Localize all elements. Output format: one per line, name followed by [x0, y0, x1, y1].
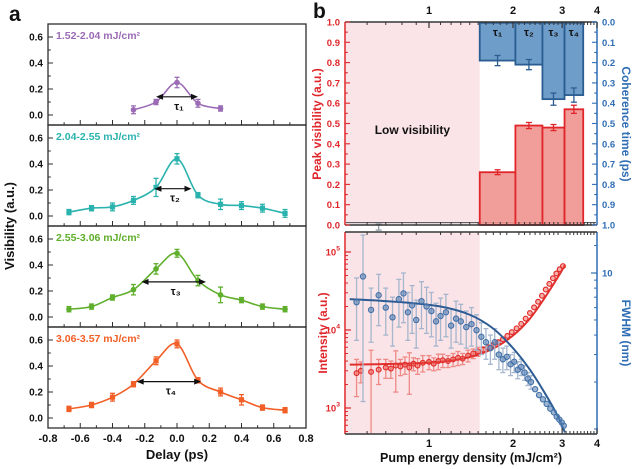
svg-text:4: 4	[594, 438, 601, 450]
svg-text:τ₃: τ₃	[171, 286, 181, 298]
panel-a-subplot-1: 0.0 0.2 0.4 0.6 τ₁ 1.52-2.04 mJ/cm²	[29, 23, 307, 126]
svg-text:0.8: 0.8	[327, 58, 340, 69]
panel-a-label: a	[9, 3, 21, 26]
svg-text:1: 1	[426, 438, 432, 450]
panel-a-subplot-3: 0.0 0.2 0.4 0.6 τ₃ 2.55-3.06 mJ/cm²	[29, 225, 307, 328]
panel-b-label: b	[313, 0, 326, 23]
svg-text:0.1: 0.1	[602, 38, 616, 49]
svg-text:0.6: 0.6	[29, 336, 43, 347]
svg-text:2.55-3.06 mJ/cm²: 2.55-3.06 mJ/cm²	[56, 232, 141, 244]
svg-text:0.2: 0.2	[29, 186, 43, 197]
svg-text:Pump energy density (mJ/cm²): Pump energy density (mJ/cm²)	[380, 451, 562, 465]
svg-text:τ₁: τ₁	[174, 101, 184, 113]
svg-text:Visibility (a.u.): Visibility (a.u.)	[2, 182, 17, 270]
svg-text:τ₄: τ₄	[166, 386, 176, 398]
svg-text:0.4: 0.4	[29, 59, 43, 70]
svg-text:0.6: 0.6	[266, 433, 281, 445]
svg-text:FWHM (nm): FWHM (nm)	[619, 300, 633, 367]
svg-text:0.4: 0.4	[327, 139, 341, 150]
svg-text:2.04-2.55 mJ/cm²: 2.04-2.55 mJ/cm²	[56, 131, 141, 143]
svg-text:1.0: 1.0	[602, 221, 615, 232]
svg-text:0.2: 0.2	[29, 388, 43, 399]
svg-text:0.6: 0.6	[327, 99, 340, 110]
svg-text:0.6: 0.6	[29, 33, 43, 44]
svg-text:0.0: 0.0	[29, 414, 43, 425]
svg-text:0.6: 0.6	[29, 235, 43, 246]
svg-text:-0.8: -0.8	[39, 433, 58, 445]
svg-text:4: 4	[594, 5, 601, 17]
svg-text:0.3: 0.3	[327, 160, 340, 171]
svg-text:0.0: 0.0	[29, 111, 43, 122]
svg-text:0.2: 0.2	[202, 433, 217, 445]
svg-text:-0.6: -0.6	[71, 433, 90, 445]
svg-text:-0.2: -0.2	[135, 433, 154, 445]
svg-text:0.0: 0.0	[29, 212, 43, 223]
svg-text:Peak visibility (a.u.): Peak visibility (a.u.)	[310, 68, 324, 179]
svg-text:0.2: 0.2	[327, 180, 340, 191]
svg-text:1.52-2.04 mJ/cm²: 1.52-2.04 mJ/cm²	[56, 30, 141, 42]
svg-text:3: 3	[559, 5, 565, 17]
svg-text:104: 104	[326, 324, 341, 337]
svg-text:2: 2	[510, 5, 516, 17]
svg-text:0.8: 0.8	[298, 433, 313, 445]
svg-text:0.8: 0.8	[602, 180, 615, 191]
svg-text:τ₂: τ₂	[170, 193, 180, 205]
svg-text:0.4: 0.4	[29, 362, 43, 373]
svg-text:0.6: 0.6	[29, 134, 43, 145]
svg-text:τ₄: τ₄	[569, 27, 579, 39]
svg-text:0.0: 0.0	[327, 221, 340, 232]
svg-text:0.9: 0.9	[327, 38, 340, 49]
svg-text:0.5: 0.5	[327, 119, 341, 130]
svg-text:105: 105	[326, 246, 341, 259]
svg-text:0.4: 0.4	[29, 261, 43, 272]
svg-text:0.2: 0.2	[29, 287, 43, 298]
svg-text:0.4: 0.4	[234, 433, 250, 445]
svg-text:Coherence time (ps): Coherence time (ps)	[619, 66, 633, 181]
svg-text:0.7: 0.7	[327, 78, 340, 89]
svg-text:-0.4: -0.4	[103, 433, 123, 445]
svg-text:0.0: 0.0	[29, 313, 43, 324]
svg-text:1: 1	[426, 5, 432, 17]
svg-text:0.4: 0.4	[602, 99, 616, 110]
panel-a-subplot-4: 0.0 0.2 0.4 0.6 τ₄ 3.06-3.57 mJ/cm²	[29, 326, 307, 429]
svg-text:0.0: 0.0	[602, 18, 615, 29]
svg-text:0.0: 0.0	[169, 433, 184, 445]
svg-text:0.4: 0.4	[29, 160, 43, 171]
panel-a-subplot-2: 0.0 0.2 0.4 0.6 τ₂ 2.04-2.55 mJ/cm²	[29, 124, 307, 227]
svg-text:0.3: 0.3	[602, 78, 615, 89]
svg-text:2: 2	[510, 438, 516, 450]
fwhm-scatter	[349, 234, 567, 433]
svg-text:τ₂: τ₂	[524, 27, 534, 39]
svg-text:τ₃: τ₃	[548, 27, 558, 39]
svg-text:0.2: 0.2	[29, 85, 43, 96]
svg-text:0.2: 0.2	[602, 58, 615, 69]
svg-text:Delay (ps): Delay (ps)	[146, 447, 208, 462]
svg-text:3.06-3.57 mJ/cm²: 3.06-3.57 mJ/cm²	[56, 333, 141, 345]
svg-text:τ₁: τ₁	[493, 27, 503, 39]
svg-text:10: 10	[602, 269, 613, 280]
svg-text:Intensity (a.u.): Intensity (a.u.)	[316, 292, 330, 373]
svg-text:0.5: 0.5	[602, 119, 616, 130]
panel-b-bottom: 1 2 3 4 103 104 105 10 Pump energy density (mJ/c…	[316, 231, 633, 465]
svg-text:Low visibility: Low visibility	[375, 123, 451, 137]
svg-text:0.9: 0.9	[602, 200, 615, 211]
svg-text:0.6: 0.6	[602, 139, 615, 150]
svg-text:0.7: 0.7	[602, 160, 615, 171]
svg-text:3: 3	[559, 438, 565, 450]
svg-text:103: 103	[326, 402, 341, 415]
svg-text:1.0: 1.0	[327, 18, 340, 29]
svg-text:0.1: 0.1	[327, 200, 341, 211]
